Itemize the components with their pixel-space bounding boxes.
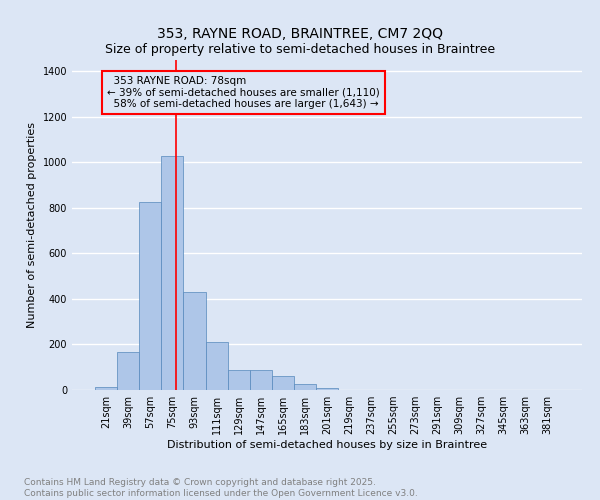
Bar [250,370,272,390]
Bar [206,342,227,390]
Bar [161,156,184,390]
Bar [117,352,139,390]
Text: Contains HM Land Registry data © Crown copyright and database right 2025.
Contai: Contains HM Land Registry data © Crown c… [24,478,418,498]
Text: 353 RAYNE ROAD: 78sqm  
← 39% of semi-detached houses are smaller (1,110)
  58% : 353 RAYNE ROAD: 78sqm ← 39% of semi-deta… [107,76,380,109]
Bar [294,384,316,390]
Bar [184,292,206,390]
Y-axis label: Number of semi-detached properties: Number of semi-detached properties [27,122,37,328]
Bar [272,376,294,390]
Bar [227,370,250,390]
Bar [316,388,338,390]
Bar [139,202,161,390]
Bar [95,386,117,390]
X-axis label: Distribution of semi-detached houses by size in Braintree: Distribution of semi-detached houses by … [167,440,487,450]
Text: Size of property relative to semi-detached houses in Braintree: Size of property relative to semi-detach… [105,42,495,56]
Text: 353, RAYNE ROAD, BRAINTREE, CM7 2QQ: 353, RAYNE ROAD, BRAINTREE, CM7 2QQ [157,28,443,42]
